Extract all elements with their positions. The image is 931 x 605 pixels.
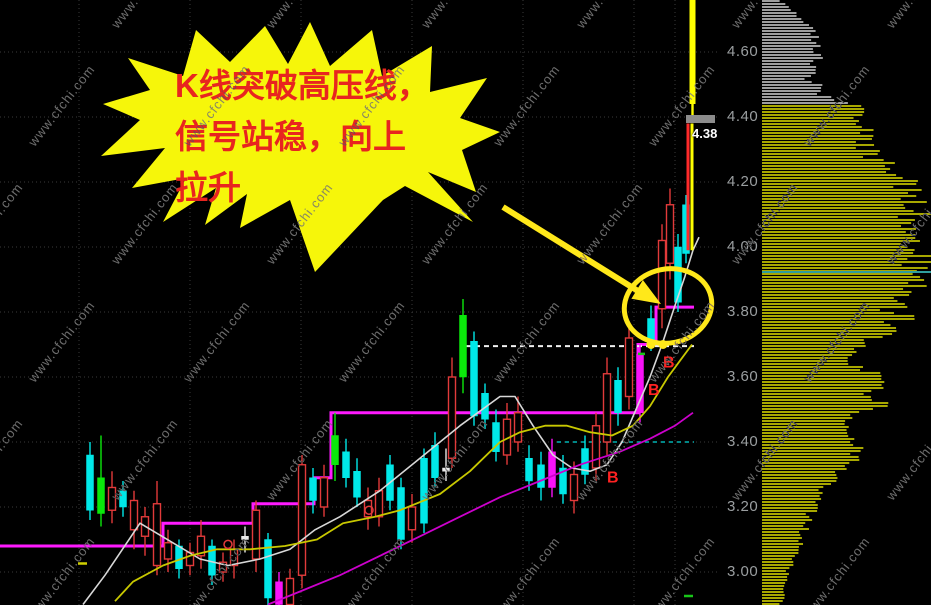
callout-line-3: 拉升 xyxy=(175,169,241,206)
current-price-label: 4.38 xyxy=(692,126,718,141)
breakout-circle xyxy=(621,266,715,346)
y-axis-label: 4.20 xyxy=(727,173,759,190)
y-axis-label: 3.40 xyxy=(727,433,759,450)
y-axis-label: 3.60 xyxy=(727,368,759,385)
y-axis-label: 4.40 xyxy=(727,108,759,125)
callout-line-1: K线突破高压线， xyxy=(175,67,430,104)
y-axis-label: 4.60 xyxy=(727,43,759,60)
starburst-shape xyxy=(101,22,500,272)
buy-signal-mark: B xyxy=(663,354,675,371)
callout-line-2: 信号站稳，向上 xyxy=(175,118,406,155)
y-axis-label: 3.00 xyxy=(727,563,759,580)
y-axis-label: 3.20 xyxy=(727,498,759,515)
y-axis-label: 3.80 xyxy=(727,303,759,320)
arrow-icon xyxy=(631,279,661,304)
buy-signal-mark: B xyxy=(607,470,619,487)
buy-signal-mark: B xyxy=(648,382,660,399)
y-axis-label: 4.00 xyxy=(727,238,759,255)
annotation-callout: K线突破高压线， 信号站稳，向上 拉升 xyxy=(0,0,560,300)
callout-text: K线突破高压线， 信号站稳，向上 拉升 xyxy=(175,60,495,213)
